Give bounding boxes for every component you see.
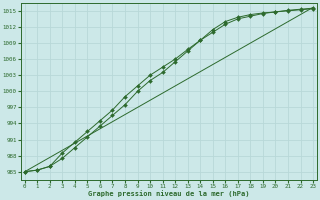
X-axis label: Graphe pression niveau de la mer (hPa): Graphe pression niveau de la mer (hPa) <box>88 190 250 197</box>
